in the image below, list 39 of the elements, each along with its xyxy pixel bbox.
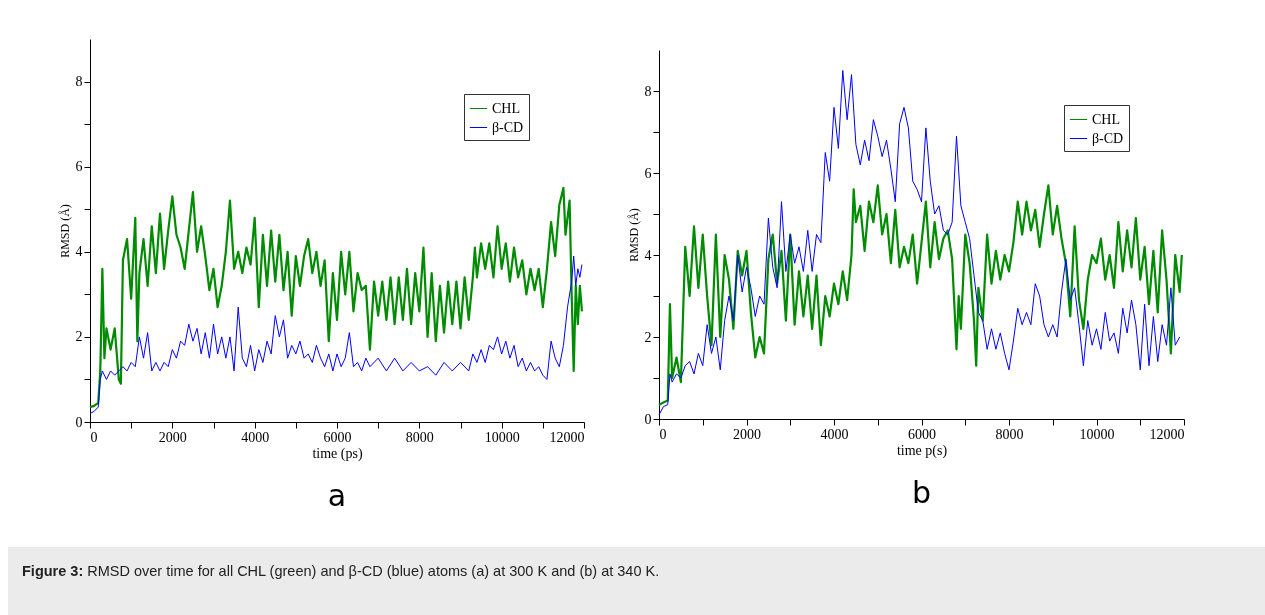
line-series	[88, 186, 584, 409]
x-tick-label: 12000	[549, 429, 585, 445]
x-tick-label: 6000	[323, 429, 352, 445]
y-axis-title: RMSD (Å)	[57, 204, 72, 258]
legend-label: β-CD	[1092, 130, 1124, 146]
x-axis-title: time (ps)	[312, 445, 363, 462]
legend-label: CHL	[492, 100, 520, 116]
x-tick-label: 10000	[484, 429, 520, 445]
text: b	[911, 475, 932, 510]
y-tick-label: 4	[75, 244, 83, 260]
x-tick-label: 4000	[241, 429, 270, 445]
legend-label: CHL	[1092, 111, 1120, 127]
x-tick-label: 0	[90, 429, 98, 445]
line-series	[657, 184, 1183, 406]
x-tick-label: 4000	[820, 426, 849, 442]
x-tick-label: 8000	[995, 426, 1024, 442]
y-tick-label: 0	[75, 414, 83, 430]
x-tick-label: 0	[659, 426, 667, 442]
y-tick-label: 0	[644, 411, 652, 427]
x-axis-title: time p(s)	[896, 442, 948, 459]
line-series	[89, 255, 583, 414]
y-tick-label: 6	[75, 159, 83, 175]
y-axis-title: RMSD (Å)	[626, 208, 641, 262]
x-tick-label: 10000	[1079, 426, 1115, 442]
x-tick-label: 2000	[733, 426, 761, 442]
y-tick-label: 8	[75, 74, 83, 90]
caption: Figure 3: RMSD over time for all CHL (green) and β-CD (blue) atoms (a) at 300 K and (b) at 340 K.	[8, 547, 1265, 615]
y-tick-label: 8	[644, 83, 652, 99]
y-tick-label: 6	[644, 165, 652, 181]
x-tick-label: 8000	[405, 429, 434, 445]
legend-label: β-CD	[492, 119, 524, 135]
line-series	[658, 70, 1181, 416]
x-tick-label: 2000	[158, 429, 187, 445]
x-tick-label: 12000	[1149, 426, 1185, 442]
y-tick-label: 2	[644, 329, 652, 345]
text: a	[327, 478, 347, 513]
y-tick-label: 4	[644, 247, 652, 263]
x-tick-label: 6000	[908, 426, 936, 442]
y-tick-label: 2	[75, 329, 83, 345]
